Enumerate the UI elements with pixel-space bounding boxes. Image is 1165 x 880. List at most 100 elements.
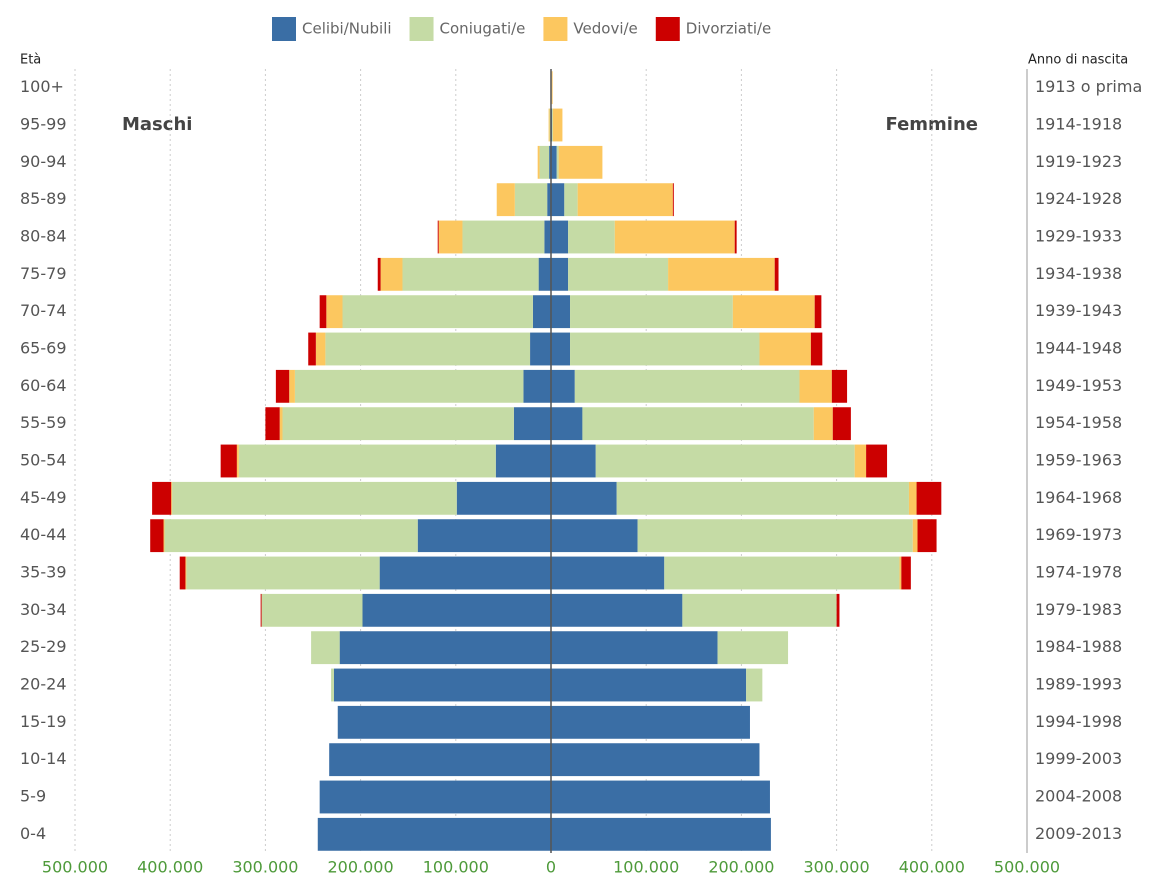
bar-female <box>717 631 789 665</box>
legend-swatch <box>543 17 568 41</box>
x-tick-label: 100.000 <box>423 858 489 877</box>
bar-female <box>551 817 771 851</box>
y2-tick-label: 1914-1918 <box>1035 115 1122 134</box>
bar-female <box>899 556 902 590</box>
bar-female <box>551 332 571 366</box>
bar-male <box>402 257 539 291</box>
bar-female <box>917 519 937 553</box>
bar-male <box>333 668 551 702</box>
bar-female <box>732 295 815 329</box>
bar-female <box>734 220 737 254</box>
bar-male <box>319 295 327 329</box>
bar-male <box>185 556 187 590</box>
bar-male <box>462 220 545 254</box>
bar-female <box>810 332 823 366</box>
bar-male <box>342 295 533 329</box>
y2-tick-label: 1939-1943 <box>1035 301 1122 320</box>
bar-female <box>836 593 840 627</box>
bar-female <box>774 257 779 291</box>
bar-female <box>813 407 833 441</box>
y2-tick-label: 1964-1968 <box>1035 488 1122 507</box>
y2-tick-label: 1934-1938 <box>1035 264 1122 283</box>
y2-tick-label: 1919-1923 <box>1035 152 1122 171</box>
bar-female <box>570 295 733 329</box>
bar-male <box>339 631 551 665</box>
y-tick-label: 15-19 <box>20 712 67 731</box>
y2-tick-label: 1949-1953 <box>1035 376 1122 395</box>
bar-female <box>551 743 760 777</box>
bar-male <box>308 332 316 366</box>
bar-female <box>672 183 674 217</box>
bar-female <box>551 295 571 329</box>
y-tick-label: 20-24 <box>20 675 67 694</box>
bar-male <box>547 183 551 217</box>
bar-male <box>163 519 165 553</box>
y-tick-label: 10-14 <box>20 749 67 768</box>
bar-female <box>832 407 851 441</box>
bar-male <box>152 481 172 515</box>
bar-male <box>530 332 551 366</box>
y-tick-label: 85-89 <box>20 189 67 208</box>
bar-female <box>551 444 596 478</box>
bar-male <box>539 145 550 179</box>
bar-male <box>317 817 551 851</box>
y2-tick-label: 1974-1978 <box>1035 563 1122 582</box>
bar-female <box>568 220 615 254</box>
bar-female <box>637 519 913 553</box>
y2-title: Anno di nascita <box>1028 53 1128 68</box>
bar-male <box>164 519 418 553</box>
bar-female <box>901 556 911 590</box>
bar-male <box>537 145 540 179</box>
bar-female <box>551 145 557 179</box>
bar-male <box>331 668 334 702</box>
bar-female <box>814 295 822 329</box>
y-tick-label: 40-44 <box>20 525 67 544</box>
bar-female <box>551 780 770 814</box>
bar-male <box>377 257 381 291</box>
x-tick-label: 300.000 <box>232 858 298 877</box>
bar-male <box>172 481 457 515</box>
bar-male <box>456 481 551 515</box>
y-tick-label: 25-29 <box>20 637 67 656</box>
bar-male <box>495 444 551 478</box>
x-tick-label: 200.000 <box>708 858 774 877</box>
bar-female <box>551 668 747 702</box>
x-tick-label: 500.000 <box>994 858 1060 877</box>
y2-tick-label: 1929-1933 <box>1035 227 1122 246</box>
y-tick-label: 70-74 <box>20 301 67 320</box>
bar-male <box>417 519 551 553</box>
bar-female <box>799 369 832 403</box>
bar-female <box>552 108 563 142</box>
bar-female <box>551 369 575 403</box>
y-tick-label: 55-59 <box>20 413 67 432</box>
bar-male <box>275 369 290 403</box>
bar-female <box>551 183 565 217</box>
x-tick-label: 500.000 <box>42 858 108 877</box>
bar-male <box>544 220 551 254</box>
bar-female <box>854 444 867 478</box>
y2-tick-label: 1984-1988 <box>1035 637 1122 656</box>
bar-female <box>614 220 735 254</box>
bar-male <box>523 369 551 403</box>
x-tick-label: 300.000 <box>804 858 870 877</box>
bar-female <box>595 444 855 478</box>
bar-male <box>179 556 186 590</box>
bar-female <box>551 481 617 515</box>
bar-female <box>577 183 673 217</box>
x-tick-label: 400.000 <box>899 858 965 877</box>
x-tick-label: 100.000 <box>613 858 679 877</box>
bar-female <box>664 556 900 590</box>
bar-male <box>438 220 463 254</box>
y-title: Età <box>20 53 41 68</box>
bar-male <box>514 183 548 217</box>
bar-female <box>570 332 760 366</box>
bar-female <box>831 369 848 403</box>
bar-female <box>746 668 763 702</box>
bar-female <box>682 593 837 627</box>
left-label: Maschi <box>122 114 192 135</box>
x-tick-label: 0 <box>546 858 556 877</box>
bar-female <box>556 145 559 179</box>
y2-tick-label: 1959-1963 <box>1035 451 1122 470</box>
bar-male <box>238 444 496 478</box>
legend-label: Divorziati/e <box>686 20 772 38</box>
